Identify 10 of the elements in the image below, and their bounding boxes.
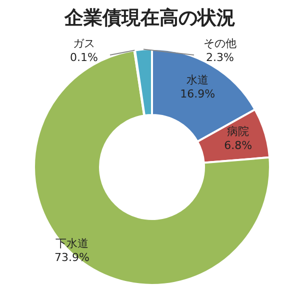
slice-label: 水道 (186, 73, 209, 86)
donut-slice (33, 49, 271, 286)
data-label: 2.3% (206, 51, 234, 64)
slice-label: 病院 (227, 124, 250, 138)
data-label: 16.9% (180, 87, 216, 100)
data-label: 0.1% (70, 51, 98, 64)
slice-label: その他 (204, 37, 236, 50)
chart-title: 企業債現在高の状況 (64, 7, 236, 29)
slice-label: ガス (73, 37, 95, 50)
data-label: 6.8% (224, 138, 252, 152)
